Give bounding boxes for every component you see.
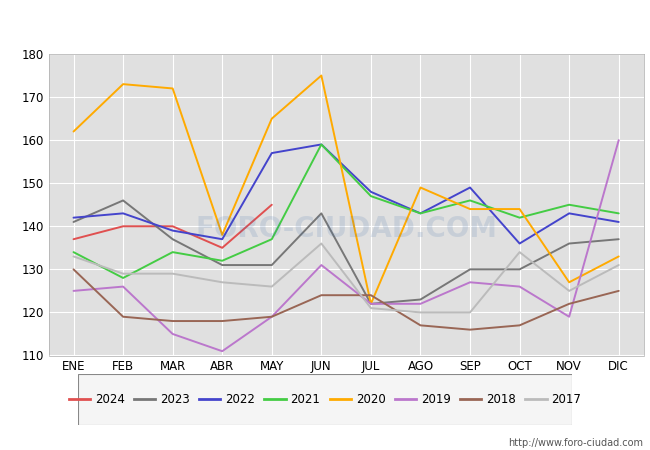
Text: FORO-CIUDAD.COM: FORO-CIUDAD.COM — [195, 215, 497, 243]
Text: http://www.foro-ciudad.com: http://www.foro-ciudad.com — [508, 438, 644, 448]
Text: Afiliados en Villaverde de Medina a 31/5/2024: Afiliados en Villaverde de Medina a 31/5… — [135, 16, 515, 34]
FancyBboxPatch shape — [78, 374, 572, 425]
Legend: 2024, 2023, 2022, 2021, 2020, 2019, 2018, 2017: 2024, 2023, 2022, 2021, 2020, 2019, 2018… — [64, 388, 586, 410]
